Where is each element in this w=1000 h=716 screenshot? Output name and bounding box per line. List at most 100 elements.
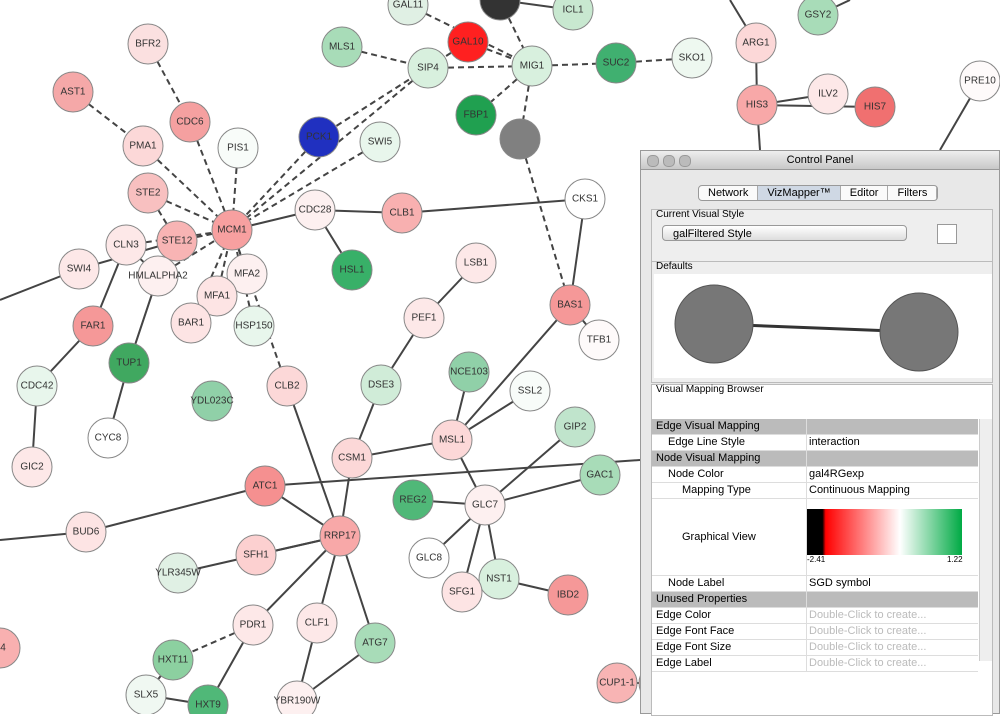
node[interactable] bbox=[407, 47, 449, 89]
node[interactable] bbox=[549, 284, 591, 326]
node[interactable] bbox=[170, 302, 212, 344]
property-row[interactable]: Edge Visual Mapping bbox=[652, 419, 978, 435]
node[interactable] bbox=[403, 297, 445, 339]
node[interactable] bbox=[447, 21, 489, 63]
node[interactable] bbox=[595, 42, 637, 84]
node[interactable] bbox=[127, 23, 169, 65]
node[interactable] bbox=[105, 224, 147, 266]
tab[interactable]: VizMapper™ bbox=[758, 186, 841, 200]
node[interactable] bbox=[233, 305, 275, 347]
node[interactable] bbox=[854, 86, 896, 128]
node[interactable] bbox=[87, 417, 129, 459]
property-row[interactable]: Graphical View -2.41 1.22 bbox=[652, 499, 978, 576]
node[interactable] bbox=[464, 484, 506, 526]
node[interactable] bbox=[127, 172, 169, 214]
property-row[interactable]: Edge Font Size Double-Click to create... bbox=[652, 640, 978, 656]
node[interactable] bbox=[58, 248, 100, 290]
node[interactable] bbox=[191, 380, 233, 422]
property-row[interactable]: Node Color gal4RGexp bbox=[652, 467, 978, 483]
node[interactable] bbox=[152, 639, 194, 681]
node[interactable] bbox=[65, 511, 107, 553]
node[interactable] bbox=[392, 479, 434, 521]
node[interactable] bbox=[276, 680, 318, 714]
node[interactable] bbox=[122, 125, 164, 167]
node[interactable] bbox=[478, 558, 520, 600]
node[interactable] bbox=[235, 534, 277, 576]
node[interactable] bbox=[511, 45, 553, 87]
node[interactable] bbox=[331, 437, 373, 479]
node[interactable] bbox=[579, 454, 621, 496]
node[interactable] bbox=[554, 406, 596, 448]
defaults-preview[interactable] bbox=[654, 274, 992, 378]
scrollbar[interactable] bbox=[979, 419, 992, 661]
node[interactable] bbox=[387, 0, 429, 26]
node[interactable] bbox=[381, 192, 423, 234]
node[interactable] bbox=[294, 189, 336, 231]
zoom-button[interactable] bbox=[679, 155, 691, 167]
tab[interactable]: Filters bbox=[888, 186, 938, 200]
node[interactable] bbox=[455, 94, 497, 136]
node[interactable] bbox=[16, 365, 58, 407]
node[interactable] bbox=[266, 365, 308, 407]
tab[interactable]: Editor bbox=[841, 186, 889, 200]
node[interactable] bbox=[431, 419, 473, 461]
node[interactable] bbox=[671, 37, 713, 79]
node[interactable] bbox=[217, 127, 259, 169]
property-row[interactable]: Edge Label Double-Click to create... bbox=[652, 656, 978, 672]
node[interactable] bbox=[735, 22, 777, 64]
tab[interactable]: Network bbox=[699, 186, 759, 200]
node[interactable] bbox=[331, 249, 373, 291]
node[interactable] bbox=[298, 116, 340, 158]
node[interactable] bbox=[448, 351, 490, 393]
property-row[interactable]: Edge Color Double-Click to create... bbox=[652, 608, 978, 624]
node[interactable] bbox=[578, 319, 620, 361]
node[interactable] bbox=[196, 275, 238, 317]
property-row[interactable]: Node Visual Mapping bbox=[652, 451, 978, 467]
property-row[interactable]: Mapping Type Continuous Mapping bbox=[652, 483, 978, 499]
property-row[interactable]: Unused Properties bbox=[652, 592, 978, 608]
minimize-button[interactable] bbox=[663, 155, 675, 167]
node[interactable] bbox=[552, 0, 594, 31]
property-row[interactable]: Edge Line Style interaction bbox=[652, 435, 978, 451]
node[interactable] bbox=[296, 602, 338, 644]
node[interactable] bbox=[244, 465, 286, 507]
close-button[interactable] bbox=[647, 155, 659, 167]
node[interactable] bbox=[479, 0, 521, 21]
style-options-button[interactable] bbox=[937, 224, 957, 244]
node[interactable] bbox=[156, 220, 198, 262]
node[interactable] bbox=[321, 26, 363, 68]
node[interactable] bbox=[125, 674, 167, 714]
node[interactable] bbox=[157, 552, 199, 594]
edge bbox=[569, 304, 600, 341]
node[interactable] bbox=[959, 60, 1000, 102]
node[interactable] bbox=[359, 121, 401, 163]
node[interactable] bbox=[797, 0, 839, 36]
node[interactable] bbox=[72, 305, 114, 347]
property-row[interactable]: Node Label SGD symbol bbox=[652, 576, 978, 592]
node[interactable] bbox=[360, 364, 402, 406]
node[interactable] bbox=[169, 101, 211, 143]
node[interactable] bbox=[455, 242, 497, 284]
node[interactable] bbox=[596, 662, 638, 704]
node[interactable] bbox=[52, 71, 94, 113]
node[interactable] bbox=[187, 684, 229, 714]
node[interactable] bbox=[736, 84, 778, 126]
node[interactable] bbox=[807, 73, 849, 115]
property-row[interactable]: Edge Font Face Double-Click to create... bbox=[652, 624, 978, 640]
node[interactable] bbox=[509, 370, 551, 412]
node[interactable] bbox=[226, 253, 268, 295]
node[interactable] bbox=[11, 446, 53, 488]
node[interactable] bbox=[211, 209, 253, 251]
node[interactable] bbox=[408, 537, 450, 579]
node[interactable] bbox=[499, 118, 541, 160]
node[interactable] bbox=[0, 627, 21, 669]
node[interactable] bbox=[564, 178, 606, 220]
node[interactable] bbox=[232, 604, 274, 646]
node[interactable] bbox=[354, 622, 396, 664]
node[interactable] bbox=[547, 574, 589, 616]
node[interactable] bbox=[108, 342, 150, 384]
node[interactable] bbox=[441, 571, 483, 613]
style-dropdown[interactable]: galFiltered Style bbox=[662, 225, 907, 241]
node[interactable] bbox=[319, 515, 361, 557]
node[interactable] bbox=[137, 255, 179, 297]
